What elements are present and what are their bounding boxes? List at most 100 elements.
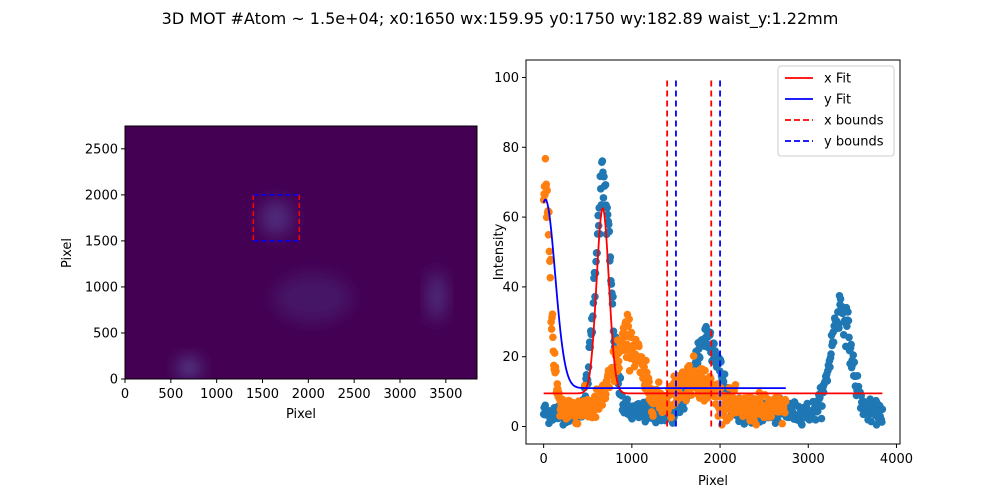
- y-tick-label: 20: [502, 350, 519, 365]
- y-profile-point: [548, 310, 557, 318]
- x-profile-point: [720, 370, 729, 379]
- legend-box: [777, 65, 895, 157]
- x-profile-point: [811, 416, 820, 424]
- x-tick-label: 0: [540, 452, 548, 467]
- x-profile-point: [588, 328, 597, 336]
- x-tick-label: 1000: [200, 387, 233, 402]
- y-tick-label: 0: [110, 373, 118, 388]
- y-profile-point: [624, 322, 633, 331]
- y-profile-point: [546, 255, 555, 264]
- y-profile-point: [778, 419, 787, 428]
- x-profile-point: [603, 203, 611, 212]
- y-profile-point: [781, 408, 789, 417]
- y-tick-label: 2500: [85, 142, 118, 157]
- x-profile-point: [853, 372, 862, 380]
- x-profile-point: [605, 227, 614, 236]
- heatmap-background: [125, 126, 477, 379]
- y-profile-point: [545, 247, 554, 256]
- y-profile-point: [546, 273, 555, 282]
- x-profile-point: [849, 351, 858, 359]
- x-profile-point: [600, 172, 608, 181]
- x-profile-point: [845, 333, 853, 342]
- x-profile-point: [854, 382, 863, 391]
- y-profile-point: [701, 366, 709, 375]
- y-tick-label: 500: [93, 326, 118, 341]
- y-tick-label: 60: [502, 211, 519, 226]
- x-tick-label: 1000: [615, 452, 648, 467]
- y-profile-point: [627, 328, 636, 337]
- y-profile-point: [544, 230, 553, 239]
- y-profile-point: [635, 342, 643, 351]
- profile-lines: [542, 77, 883, 427]
- heatmap-y-ticks: 0 500 1000 1500 2000 2500: [85, 142, 125, 388]
- y-profile-point: [552, 367, 560, 376]
- y-tick-label: 0: [511, 420, 519, 435]
- x-profile-point: [818, 402, 826, 410]
- y-profile-point: [685, 361, 693, 370]
- x-tick-label: 3000: [792, 452, 825, 467]
- x-profile-point: [844, 316, 853, 325]
- legend-item: y Fit: [785, 93, 851, 108]
- x-tick-label: 2000: [704, 452, 737, 467]
- legend-label: x Fit: [824, 72, 851, 87]
- y-profile-point: [591, 413, 600, 422]
- y-profile-point: [767, 412, 776, 421]
- y-profile-point: [687, 391, 696, 399]
- x-profile-point: [827, 350, 835, 358]
- x-profile-point: [603, 210, 612, 219]
- x-tick-label: 3000: [383, 387, 416, 402]
- heatmap-panel: 0 500 1000 1500 2000 2500 3000 3500 0 500 1000 150…: [60, 125, 478, 422]
- x-profile-point: [803, 399, 812, 408]
- x-tick-label: 4000: [880, 452, 913, 467]
- x-fit-line: [543, 207, 883, 395]
- x-tick-label: 2500: [338, 387, 371, 402]
- y-profile-point: [682, 396, 690, 405]
- heatmap-y-label: Pixel: [60, 238, 75, 268]
- figure-title: 3D MOT #Atom ~ 1.5e+04; x0:1650 wx:159.9…: [162, 9, 839, 29]
- y-profile-point: [549, 333, 557, 342]
- plot-x-ticks: 0 1000 2000 3000 4000: [540, 444, 913, 467]
- y-profile-point: [573, 419, 582, 428]
- x-profile-point: [623, 395, 632, 404]
- profile-plot-panel: 0 1000 2000 3000 4000 0 20 40 60 80 100 Pixel Int…: [492, 59, 913, 489]
- heatmap-x-label: Pixel: [286, 407, 316, 422]
- y-profile-point: [781, 397, 790, 406]
- y-profile-point: [667, 413, 675, 422]
- legend-label: y bounds: [824, 135, 884, 150]
- y-profile-point: [636, 368, 645, 377]
- y-profile-point: [731, 380, 740, 389]
- x-profile-point: [847, 340, 855, 349]
- y-profile-point: [706, 374, 715, 383]
- y-tick-label: 1500: [85, 234, 118, 249]
- y-profile-point: [752, 420, 761, 429]
- y-fit-line: [542, 198, 786, 390]
- x-tick-label: 2000: [292, 387, 325, 402]
- y-tick-label: 80: [502, 141, 519, 156]
- plot-y-label: Intensity: [492, 223, 507, 280]
- x-profile-point: [798, 421, 806, 429]
- x-profile-point: [591, 269, 600, 278]
- x-profile-point: [719, 377, 728, 386]
- x-profile-point: [599, 194, 608, 202]
- y-profile-point: [625, 315, 634, 323]
- y-profile-point: [542, 180, 551, 189]
- x-profile-point: [604, 220, 613, 229]
- x-profile-point: [817, 414, 826, 423]
- y-tick-label: 1000: [85, 280, 118, 295]
- legend-item: y bounds: [785, 135, 884, 150]
- y-profile-point: [614, 357, 623, 366]
- y-tick-label: 2000: [85, 188, 118, 203]
- x-profile-point: [598, 157, 607, 165]
- x-profile-point: [819, 388, 828, 397]
- y-profile-point: [602, 390, 610, 399]
- y-profile-point: [550, 349, 559, 357]
- y-profile-point: [615, 364, 623, 372]
- y-profile-point: [649, 412, 657, 420]
- legend-item: x Fit: [785, 72, 851, 87]
- x-tick-label: 500: [158, 387, 183, 402]
- x-profile-point: [844, 308, 852, 316]
- y-profile-point: [689, 352, 698, 360]
- heatmap-blob: [428, 272, 445, 321]
- y-profile-point: [654, 378, 663, 386]
